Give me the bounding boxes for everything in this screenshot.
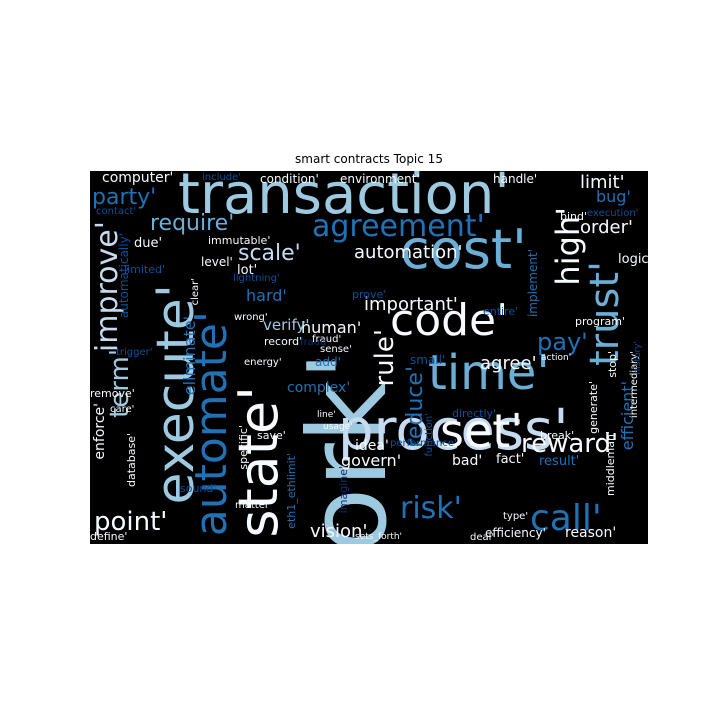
cloud-word: define' — [90, 530, 128, 543]
cloud-word: type' — [503, 511, 529, 522]
cloud-word: break' — [540, 429, 575, 442]
cloud-word: clear' — [190, 278, 201, 306]
cloud-word: line' — [317, 410, 336, 420]
cloud-word: limit' — [580, 172, 625, 193]
cloud-word: fraud' — [312, 334, 342, 345]
cloud-word: eliminate' — [180, 316, 199, 396]
cloud-word: program' — [575, 315, 625, 328]
cloud-word: wrong' — [234, 312, 268, 323]
cloud-word: time' — [428, 345, 550, 401]
cloud-word: hard' — [246, 286, 287, 305]
cloud-word: save' — [257, 429, 286, 442]
cloud-word: environment' — [340, 172, 420, 186]
cloud-word: sense' — [320, 344, 352, 355]
cloud-word: specific' — [237, 425, 250, 470]
cloud-word: agreement' — [312, 209, 485, 244]
figure-title: smart contracts Topic 15 — [295, 152, 443, 166]
cloud-word: database' — [125, 433, 138, 488]
cloud-word: scale' — [238, 241, 301, 266]
cloud-word: enforce' — [92, 403, 108, 460]
cloud-word: verify' — [263, 316, 310, 334]
cloud-word: performance' — [390, 438, 457, 449]
cloud-word: trigger' — [116, 347, 153, 358]
cloud-word: function' — [424, 413, 435, 457]
cloud-word: cost' — [400, 218, 527, 281]
cloud-word: entire' — [483, 305, 519, 318]
cloud-word: important' — [364, 294, 458, 315]
cloud-word: deal' — [470, 532, 495, 543]
cloud-word: reward' — [521, 429, 619, 459]
cloud-word: complex' — [287, 380, 351, 396]
cloud-word: remove' — [90, 387, 135, 400]
cloud-word: execution' — [587, 208, 639, 219]
cloud-word: order' — [580, 217, 633, 238]
cloud-word: care' — [110, 404, 135, 415]
cloud-word: handle' — [493, 172, 538, 186]
cloud-word: lot' — [237, 263, 258, 278]
cloud-word: include' — [202, 172, 241, 183]
cloud-word: require' — [150, 211, 235, 236]
cloud-word: transaction' — [178, 171, 510, 227]
cloud-word: bind' — [560, 210, 588, 223]
cloud-word: history' — [633, 341, 643, 375]
cloud-word: efficiency' — [485, 526, 546, 540]
cloud-word: limited' — [124, 263, 165, 276]
cloud-word: stop' — [606, 351, 619, 378]
cloud-word: matter' — [235, 500, 272, 511]
cloud-word: computer' — [102, 171, 174, 186]
cloud-word: record' — [264, 335, 303, 348]
cloud-word: fact' — [496, 452, 525, 467]
cloud-word: rule' — [370, 329, 400, 387]
cloud-word: reason' — [565, 525, 617, 541]
cloud-word: set' — [440, 404, 523, 458]
cloud-word: human' — [301, 318, 362, 337]
cloud-word: due' — [134, 236, 163, 251]
cloud-word: usage' — [323, 422, 353, 432]
cloud-word: small' — [410, 353, 446, 367]
cloud-word: party' — [92, 185, 157, 210]
cloud-word: automation' — [354, 242, 463, 263]
cloud-word: govern' — [341, 451, 402, 470]
cloud-word: logic' — [618, 252, 648, 267]
cloud-word: trust' — [582, 261, 628, 366]
cloud-word: call' — [530, 498, 602, 539]
cloud-word: bad' — [452, 453, 483, 469]
cloud-word: idea' — [355, 438, 389, 454]
cloud-word: result' — [539, 454, 580, 469]
cloud-word: fraud' — [300, 337, 330, 348]
cloud-word: level' — [201, 255, 233, 269]
cloud-word: point' — [94, 507, 168, 537]
cloud-word: code' — [390, 295, 509, 346]
cloud-word: action' — [541, 353, 572, 363]
cloud-word: lightning' — [233, 273, 280, 284]
word-cloud: work' transaction' process' cost' code' state… — [90, 171, 648, 544]
cloud-word: energy' — [244, 357, 282, 368]
cloud-word: pay' — [537, 328, 588, 356]
cloud-word: add' — [315, 355, 341, 369]
cloud-word: immutable' — [208, 234, 271, 247]
cloud-word: vision' — [310, 521, 368, 542]
cloud-word: sound' — [180, 482, 217, 495]
cloud-word: condition' — [260, 172, 319, 186]
cloud-word: eth1_ethlimit' — [285, 453, 298, 529]
cloud-word: implement' — [526, 249, 540, 318]
cloud-word: contact' — [96, 206, 137, 217]
cloud-word: bug' — [596, 187, 631, 206]
cloud-word: middleman' — [604, 431, 617, 497]
cloud-word: directly' — [452, 407, 497, 420]
cloud-word: imagine' — [337, 466, 350, 514]
cloud-word: sets_forth' — [355, 532, 403, 542]
cloud-word: generate' — [587, 381, 600, 434]
cloud-word: prove' — [352, 288, 387, 301]
cloud-word: agree' — [480, 353, 537, 374]
cloud-word: process' — [338, 398, 569, 463]
cloud-word: risk' — [400, 491, 462, 526]
